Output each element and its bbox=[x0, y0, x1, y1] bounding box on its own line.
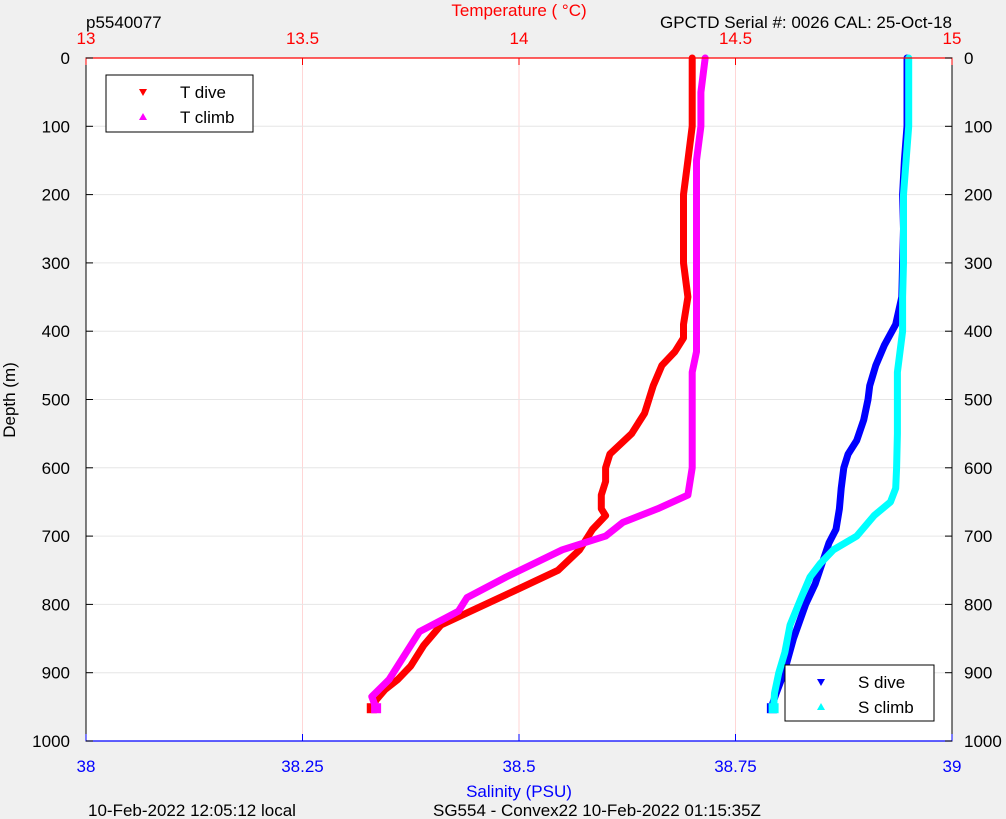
series-T_dive bbox=[368, 54, 696, 712]
legend-t-climb-label: T climb bbox=[180, 108, 234, 127]
profile-id: p5540077 bbox=[86, 13, 162, 32]
depth-tick-label-right: 200 bbox=[964, 186, 992, 205]
salinity-tick-label: 39 bbox=[943, 757, 962, 776]
legend-s-climb-label: S climb bbox=[858, 698, 914, 717]
series-layer bbox=[366, 54, 913, 714]
legend-temperature-box bbox=[105, 74, 254, 133]
salinity-tick-label: 38.25 bbox=[281, 757, 324, 776]
footer-mission-info: SG554 - Convex22 10-Feb-2022 01:15:35Z bbox=[433, 801, 761, 819]
depth-tick-label-right: 300 bbox=[964, 254, 992, 273]
depth-tick-label-left: 600 bbox=[42, 459, 70, 478]
legend-s-climb-marker bbox=[817, 703, 825, 710]
temperature-tick-label: 14.5 bbox=[719, 29, 752, 48]
depth-tick-label-right: 400 bbox=[964, 322, 992, 341]
tick-layer: 13 13.5 14 14.5 15 38 38.25 38.5 38.75 39 0 0 100 100… bbox=[32, 29, 1002, 776]
depth-tick-label-left: 0 bbox=[61, 49, 70, 68]
legend-t-climb-marker bbox=[139, 113, 147, 120]
series-S_climb bbox=[770, 54, 913, 712]
depth-tick-label-left: 900 bbox=[42, 664, 70, 683]
serial-info: GPCTD Serial #: 0026 CAL: 25-Oct-18 bbox=[660, 13, 952, 32]
legend-salinity-box bbox=[784, 664, 935, 722]
depth-tick-label-left: 800 bbox=[42, 595, 70, 614]
legend-t-dive-marker bbox=[139, 89, 147, 96]
legend-temperature: T dive T climb bbox=[105, 74, 254, 133]
salinity-tick-label: 38.75 bbox=[714, 757, 757, 776]
salinity-tick-label: 38 bbox=[77, 757, 96, 776]
temperature-tick-label: 13.5 bbox=[286, 29, 319, 48]
depth-tick-label-right: 600 bbox=[964, 459, 992, 478]
depth-tick-label-left: 300 bbox=[42, 254, 70, 273]
depth-tick-label-left: 500 bbox=[42, 391, 70, 410]
depth-tick-label-left: 700 bbox=[42, 527, 70, 546]
temperature-tick-label: 13 bbox=[77, 29, 96, 48]
depth-tick-label-left: 400 bbox=[42, 322, 70, 341]
legend-s-dive-label: S dive bbox=[858, 673, 905, 692]
depth-tick-label-left: 100 bbox=[42, 117, 70, 136]
series-end-marker-S_climb bbox=[768, 703, 779, 714]
series-T_climb bbox=[368, 54, 709, 712]
depth-axis-label: Depth (m) bbox=[0, 362, 19, 438]
salinity-tick-label: 38.5 bbox=[502, 757, 535, 776]
depth-tick-label-right: 700 bbox=[964, 527, 992, 546]
depth-tick-label-right: 900 bbox=[964, 664, 992, 683]
legend-t-dive-label: T dive bbox=[180, 83, 226, 102]
temperature-tick-label: 14 bbox=[510, 29, 529, 48]
series-end-marker-T_climb bbox=[371, 703, 382, 714]
depth-tick-label-left: 200 bbox=[42, 186, 70, 205]
temperature-tick-label: 15 bbox=[943, 29, 962, 48]
depth-tick-label-right: 0 bbox=[964, 49, 973, 68]
legend-salinity: S dive S climb bbox=[784, 664, 935, 722]
depth-tick-label-left: 1000 bbox=[32, 732, 70, 751]
temperature-axis-label: Temperature ( °C) bbox=[451, 1, 586, 20]
depth-tick-label-right: 800 bbox=[964, 595, 992, 614]
footer-local-time: 10-Feb-2022 12:05:12 local bbox=[88, 801, 296, 819]
depth-tick-label-right: 500 bbox=[964, 391, 992, 410]
depth-tick-label-right: 1000 bbox=[964, 732, 1002, 751]
legend-s-dive-marker bbox=[817, 679, 825, 686]
salinity-axis-label: Salinity (PSU) bbox=[466, 782, 572, 801]
depth-tick-label-right: 100 bbox=[964, 117, 992, 136]
